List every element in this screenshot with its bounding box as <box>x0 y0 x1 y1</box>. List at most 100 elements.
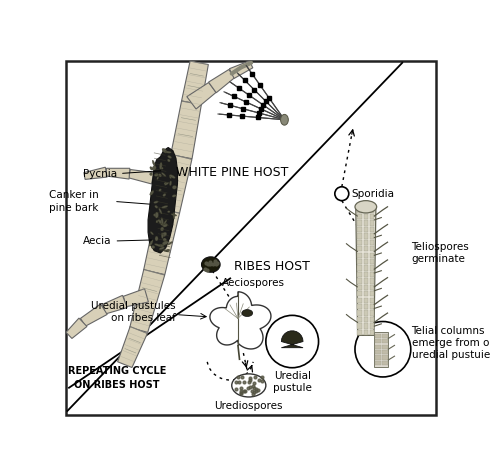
Bar <box>369 253 374 258</box>
Ellipse shape <box>158 219 163 225</box>
Bar <box>357 265 362 271</box>
Ellipse shape <box>172 185 176 189</box>
Bar <box>364 311 368 316</box>
Bar <box>364 233 368 238</box>
Bar <box>369 246 374 252</box>
Bar <box>382 355 388 360</box>
Bar <box>364 227 368 232</box>
Polygon shape <box>106 169 130 179</box>
Polygon shape <box>130 270 165 332</box>
Bar <box>375 361 381 365</box>
Ellipse shape <box>168 159 170 162</box>
Ellipse shape <box>150 191 154 195</box>
Ellipse shape <box>355 201 377 213</box>
Bar <box>357 208 362 213</box>
Bar <box>369 214 374 219</box>
Ellipse shape <box>159 247 165 250</box>
Bar <box>374 332 388 367</box>
Ellipse shape <box>170 175 175 178</box>
Text: Uredial
pustule: Uredial pustule <box>273 371 312 393</box>
Ellipse shape <box>171 214 177 216</box>
Bar <box>357 246 362 252</box>
Bar <box>364 285 368 290</box>
Bar <box>357 297 362 303</box>
Ellipse shape <box>159 208 162 214</box>
Polygon shape <box>151 174 178 192</box>
Polygon shape <box>182 61 208 105</box>
Ellipse shape <box>162 148 167 153</box>
Polygon shape <box>209 69 235 93</box>
Bar <box>357 272 362 277</box>
Bar <box>364 240 368 245</box>
Circle shape <box>335 187 349 201</box>
Text: Aeciospores: Aeciospores <box>221 278 285 288</box>
Text: Telial columns
emerge from old
uredial pustuies: Telial columns emerge from old uredial p… <box>412 326 490 361</box>
Bar <box>369 208 374 213</box>
Ellipse shape <box>163 238 167 242</box>
Ellipse shape <box>161 218 163 224</box>
Polygon shape <box>210 292 271 349</box>
Ellipse shape <box>168 242 172 245</box>
Bar <box>364 317 368 322</box>
Bar <box>357 240 362 245</box>
Polygon shape <box>80 304 107 326</box>
Ellipse shape <box>161 167 163 169</box>
Ellipse shape <box>165 151 171 153</box>
Bar <box>369 272 374 277</box>
Ellipse shape <box>162 206 168 208</box>
Bar <box>357 278 362 284</box>
Bar <box>357 285 362 290</box>
Ellipse shape <box>150 167 152 170</box>
Bar <box>364 265 368 271</box>
Bar <box>369 259 374 264</box>
Bar <box>369 311 374 316</box>
Text: Canker in
pine bark: Canker in pine bark <box>49 190 98 212</box>
Bar <box>369 317 374 322</box>
Bar <box>357 214 362 219</box>
Bar <box>364 259 368 264</box>
Bar <box>364 246 368 252</box>
Bar <box>369 240 374 245</box>
Ellipse shape <box>162 241 168 245</box>
Bar <box>369 291 374 296</box>
Bar <box>382 345 388 349</box>
Ellipse shape <box>162 232 167 236</box>
Bar <box>357 317 362 322</box>
Ellipse shape <box>242 310 253 317</box>
Bar <box>357 259 362 264</box>
Ellipse shape <box>157 177 159 180</box>
Circle shape <box>355 321 411 377</box>
Polygon shape <box>66 318 87 338</box>
Ellipse shape <box>168 211 170 213</box>
Bar <box>369 265 374 271</box>
Bar <box>369 323 374 329</box>
Bar <box>369 297 374 303</box>
Polygon shape <box>144 208 179 275</box>
Ellipse shape <box>154 244 161 246</box>
Bar <box>364 330 368 335</box>
Bar <box>364 278 368 284</box>
Bar <box>364 208 368 213</box>
Text: Pycnia: Pycnia <box>83 169 161 179</box>
Bar <box>375 334 381 338</box>
Polygon shape <box>229 61 253 78</box>
Bar <box>357 220 362 226</box>
Ellipse shape <box>164 182 167 185</box>
Bar <box>369 285 374 290</box>
Ellipse shape <box>150 232 153 235</box>
Ellipse shape <box>149 173 152 176</box>
Bar <box>357 253 362 258</box>
Bar <box>364 323 368 329</box>
Ellipse shape <box>153 214 156 217</box>
Bar <box>369 227 374 232</box>
Ellipse shape <box>164 220 167 224</box>
Polygon shape <box>84 167 107 179</box>
Ellipse shape <box>155 236 158 241</box>
Ellipse shape <box>155 212 158 218</box>
Bar <box>364 253 368 258</box>
Ellipse shape <box>159 162 162 169</box>
Ellipse shape <box>232 374 266 397</box>
Bar <box>357 291 362 296</box>
Ellipse shape <box>156 220 158 223</box>
Ellipse shape <box>149 240 153 246</box>
